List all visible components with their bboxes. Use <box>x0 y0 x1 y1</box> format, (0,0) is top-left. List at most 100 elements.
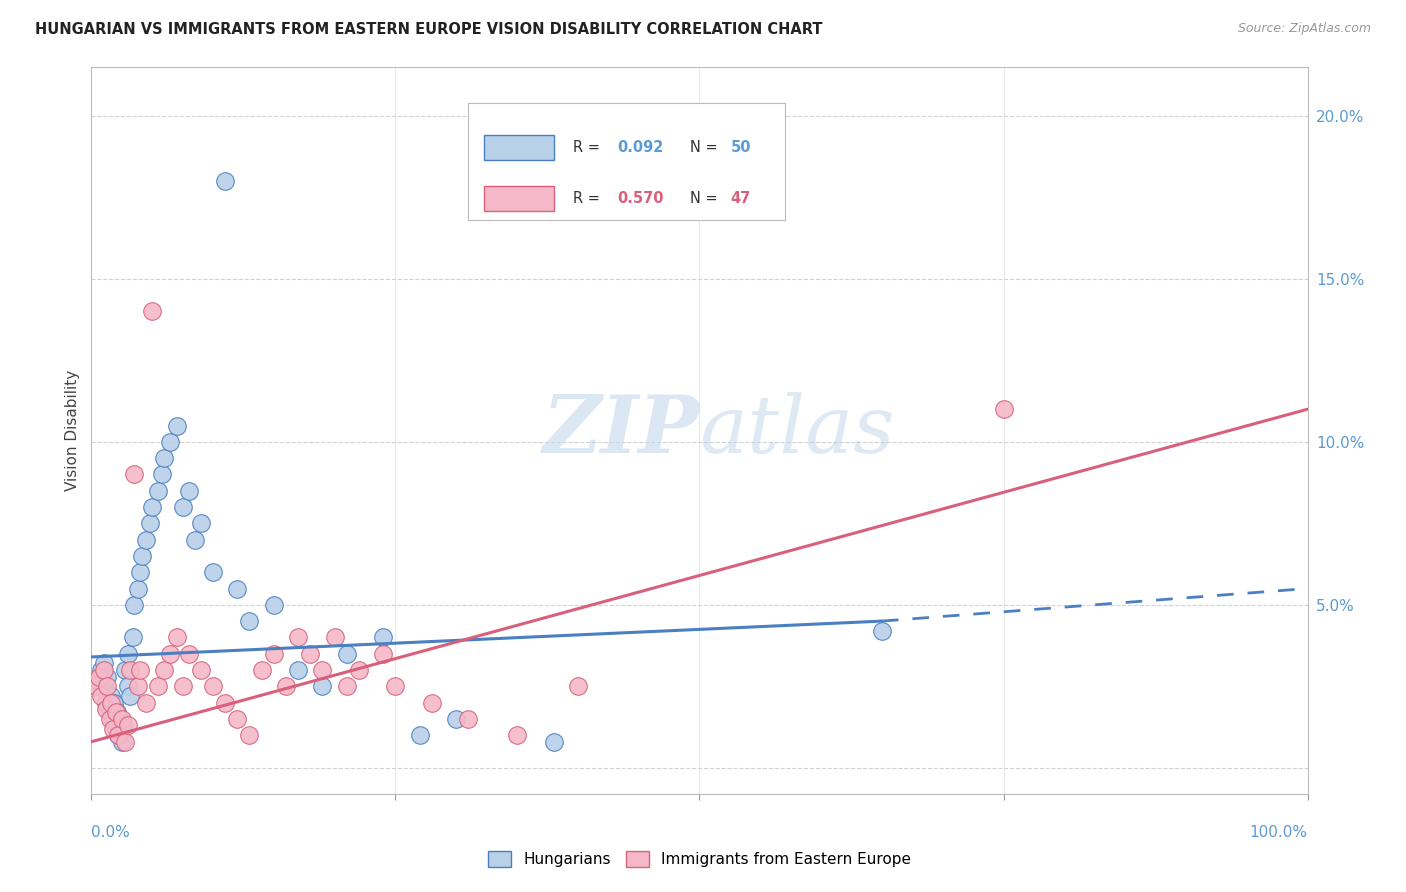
Point <box>184 533 207 547</box>
Point <box>98 702 121 716</box>
Point <box>177 483 200 498</box>
Point <box>238 728 260 742</box>
Point <box>444 712 467 726</box>
Point <box>90 689 112 703</box>
Point <box>159 647 181 661</box>
Point <box>263 647 285 661</box>
Point <box>299 647 322 661</box>
Point <box>120 689 142 703</box>
Text: 47: 47 <box>731 191 751 206</box>
Point <box>111 735 134 749</box>
Point <box>567 679 589 693</box>
Point <box>373 647 395 661</box>
Point <box>177 647 200 661</box>
Point <box>135 533 157 547</box>
Bar <box>484 135 554 161</box>
Point <box>121 631 143 645</box>
Point <box>287 663 309 677</box>
Point <box>117 647 139 661</box>
Point <box>166 418 188 433</box>
Text: 50: 50 <box>731 140 751 155</box>
Point <box>94 702 117 716</box>
Point <box>117 679 139 693</box>
Point <box>84 679 107 693</box>
Point <box>122 467 145 482</box>
Point <box>105 706 128 720</box>
Text: atlas: atlas <box>699 392 894 469</box>
Point <box>150 467 173 482</box>
Point <box>543 735 565 749</box>
Point <box>127 582 149 596</box>
Point <box>131 549 153 563</box>
Point <box>226 712 249 726</box>
Point <box>117 718 139 732</box>
Point <box>93 679 115 693</box>
Point <box>96 679 118 693</box>
Text: N =: N = <box>690 140 723 155</box>
Point <box>103 722 125 736</box>
Point <box>202 679 225 693</box>
Point <box>93 663 115 677</box>
Point <box>172 500 194 514</box>
Point <box>336 679 359 693</box>
Point <box>141 500 163 514</box>
Point <box>107 728 129 742</box>
Point <box>103 712 125 726</box>
Point <box>90 663 112 677</box>
Point <box>373 631 395 645</box>
Point <box>506 728 529 742</box>
Point <box>384 679 406 693</box>
Point <box>98 712 121 726</box>
Point <box>311 663 333 677</box>
Point <box>103 696 125 710</box>
Point <box>111 712 134 726</box>
Point <box>159 434 181 449</box>
Point <box>274 679 297 693</box>
Point <box>214 696 236 710</box>
Point <box>104 722 127 736</box>
Point <box>347 663 370 677</box>
Point <box>129 663 152 677</box>
Point <box>202 565 225 579</box>
Point <box>238 614 260 628</box>
Point <box>263 598 285 612</box>
Point <box>172 679 194 693</box>
Point <box>457 712 479 726</box>
Point <box>190 516 212 531</box>
Point <box>129 565 152 579</box>
Point <box>114 735 136 749</box>
Point <box>153 663 176 677</box>
Point <box>94 696 117 710</box>
Text: 0.570: 0.570 <box>617 191 664 206</box>
Point <box>107 728 129 742</box>
Text: ZIP: ZIP <box>543 392 699 469</box>
Point <box>122 598 145 612</box>
Text: R =: R = <box>572 140 605 155</box>
Legend: Hungarians, Immigrants from Eastern Europe: Hungarians, Immigrants from Eastern Euro… <box>482 846 917 873</box>
Point <box>120 663 142 677</box>
Point <box>870 624 893 638</box>
Point <box>420 696 443 710</box>
Point <box>93 657 115 671</box>
Point <box>311 679 333 693</box>
Text: HUNGARIAN VS IMMIGRANTS FROM EASTERN EUROPE VISION DISABILITY CORRELATION CHART: HUNGARIAN VS IMMIGRANTS FROM EASTERN EUR… <box>35 22 823 37</box>
Point <box>100 689 122 703</box>
Point <box>323 631 346 645</box>
Point <box>226 582 249 596</box>
Point <box>287 631 309 645</box>
Y-axis label: Vision Disability: Vision Disability <box>65 370 80 491</box>
Point <box>139 516 162 531</box>
Point <box>135 696 157 710</box>
Text: N =: N = <box>690 191 723 206</box>
Point <box>148 679 170 693</box>
Bar <box>484 186 554 211</box>
Point <box>104 706 127 720</box>
Point <box>166 631 188 645</box>
Point <box>86 673 108 687</box>
Text: 0.092: 0.092 <box>617 140 664 155</box>
Text: 0.0%: 0.0% <box>91 825 131 840</box>
Point <box>190 663 212 677</box>
Point <box>108 712 131 726</box>
Point <box>141 304 163 318</box>
Point <box>214 174 236 188</box>
